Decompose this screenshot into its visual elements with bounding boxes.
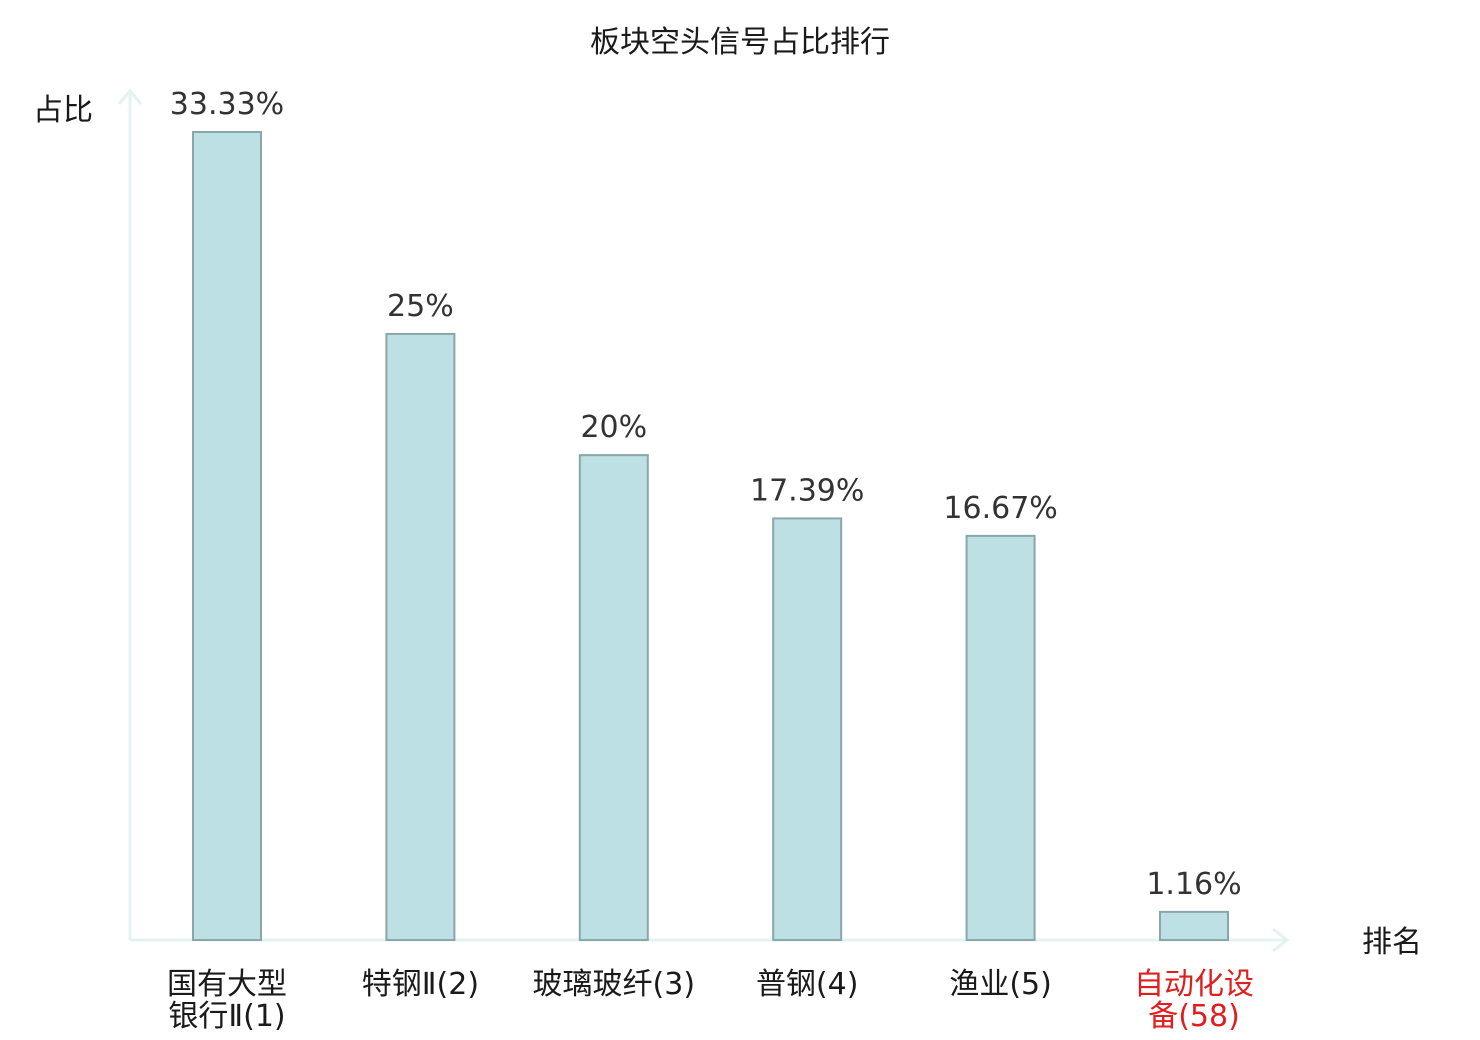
- category-label-2-line-1: 特钢Ⅱ(2): [362, 967, 479, 1002]
- category-label-6-line-2: 备(58): [1148, 999, 1240, 1034]
- category-label-5-line-1: 渔业(5): [949, 967, 1052, 1002]
- category-label-1: 国有大型银行Ⅱ(1): [167, 967, 287, 1034]
- value-label-1: 33.33%: [170, 87, 284, 122]
- value-label-6: 1.16%: [1146, 867, 1241, 902]
- value-label-5: 16.67%: [943, 491, 1057, 526]
- bar-1: [192, 131, 262, 941]
- value-label-4: 17.39%: [750, 473, 864, 508]
- category-label-3-line-1: 玻璃玻纤(3): [533, 967, 696, 1002]
- x-axis-label: 排名: [1362, 925, 1422, 960]
- bar-6: [1159, 910, 1229, 941]
- bar-4: [772, 517, 843, 941]
- axes: [117, 88, 1290, 953]
- y-axis-label: 占比: [33, 93, 93, 128]
- value-labels-group: 33.33% 25% 20% 17.39% 16.67% 1.16%: [170, 87, 1242, 902]
- value-label-3: 20%: [580, 410, 647, 445]
- bar-5: [965, 534, 1036, 941]
- category-label-1-line-1: 国有大型: [167, 967, 287, 1002]
- category-label-6: 自动化设备(58): [1134, 967, 1254, 1034]
- category-label-3: 玻璃玻纤(3): [533, 967, 696, 1002]
- bar-2: [385, 332, 456, 941]
- category-labels-group: 国有大型银行Ⅱ(1) 特钢Ⅱ(2) 玻璃玻纤(3) 普钢(4) 渔业(5) 自动化设备(5…: [167, 967, 1254, 1034]
- y-axis-arrow: [117, 88, 143, 105]
- x-axis-arrow: [1272, 927, 1290, 953]
- category-label-1-line-2: 银行Ⅱ(1): [168, 999, 285, 1034]
- category-label-4-line-1: 普钢(4): [756, 967, 859, 1002]
- chart-title: 板块空头信号占比排行: [590, 25, 890, 60]
- bars-group: [192, 131, 1229, 941]
- category-label-4: 普钢(4): [756, 967, 859, 1002]
- value-label-2: 25%: [387, 289, 454, 324]
- category-label-6-line-1: 自动化设: [1134, 967, 1254, 1002]
- category-label-2: 特钢Ⅱ(2): [362, 967, 479, 1002]
- bar-3: [578, 454, 649, 941]
- category-label-5: 渔业(5): [949, 967, 1052, 1002]
